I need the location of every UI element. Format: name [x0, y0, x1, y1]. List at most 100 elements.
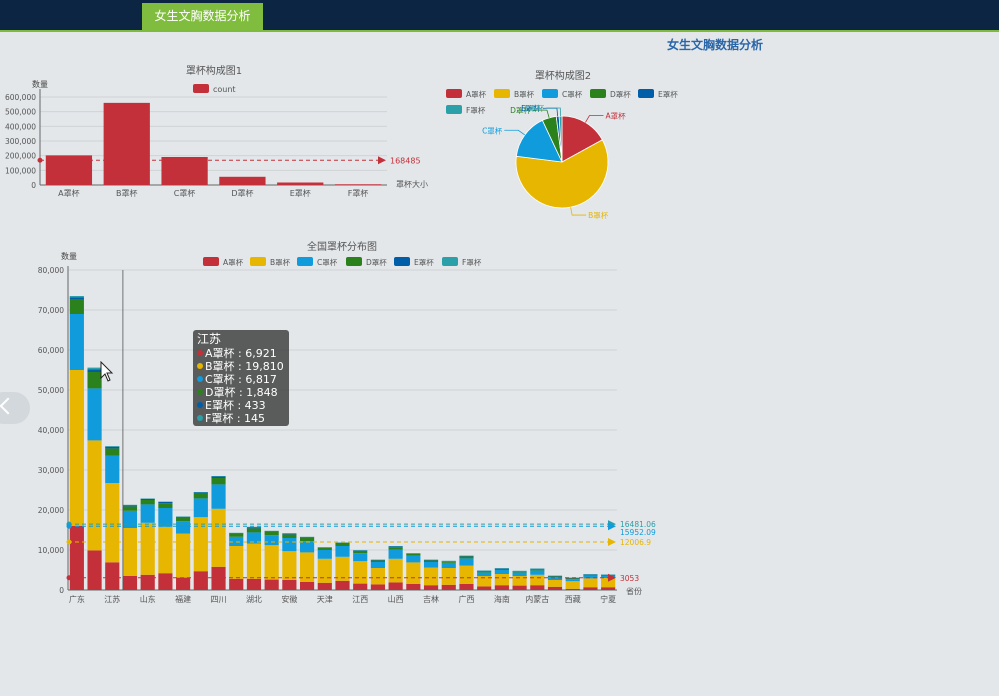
stacked-bar-segment: [477, 586, 492, 590]
mark-line-arrow: [608, 537, 616, 546]
stacked-bar-segment: [494, 568, 509, 570]
stacked-bar-segment: [317, 582, 332, 590]
stacked-bar-segment: [547, 580, 563, 587]
stacked-bar-segment: [565, 581, 580, 589]
stacked-bar-segment: [229, 546, 244, 579]
legend-label: count: [213, 85, 236, 94]
mark-line-arrow: [608, 573, 616, 582]
stacked-bar-segment: [105, 446, 120, 447]
stacked-bar-segment: [565, 588, 580, 590]
stacked-bar-segment: [547, 586, 563, 590]
stacked-bar-segment: [388, 547, 403, 550]
stacked-bar-segment: [69, 297, 84, 300]
stacked-bar-segment: [140, 504, 155, 523]
pie-label-line: [504, 129, 526, 136]
bar: [103, 102, 150, 185]
stacked-bar-segment: [459, 556, 474, 559]
pie-slice: [515, 139, 609, 209]
pie-slice-label: E罩杯: [521, 103, 541, 113]
y-axis-label: 数量: [32, 79, 48, 89]
x-tick-label: 内蒙古: [525, 594, 549, 604]
stacked-bar-segment: [211, 478, 226, 485]
stacked-bar-segment: [583, 587, 598, 590]
x-tick-label: A罩杯: [58, 188, 79, 198]
stacked-bar-segment: [353, 550, 368, 554]
pie-label-line: [585, 115, 604, 123]
mark-line-start: [37, 157, 43, 163]
legend-swatch: [203, 257, 219, 266]
tooltip-row-text: B罩杯 : 19,810: [205, 360, 284, 373]
stacked-bar-segment: [565, 579, 580, 582]
stacked-bar-segment: [105, 448, 120, 456]
bar: [334, 184, 382, 185]
stacked-bar-segment: [353, 561, 368, 584]
stacked-bar-segment: [512, 576, 527, 586]
legend-swatch: [346, 257, 362, 266]
stacked-bar-segment: [246, 528, 262, 533]
chevron-left-icon: [0, 397, 17, 415]
stacked-bar-segment: [229, 533, 244, 534]
legend-swatch: [446, 105, 462, 114]
stacked-bar-segment: [87, 367, 102, 370]
mark-line-start: [66, 539, 72, 545]
tooltip-row-a: A罩杯 : 6,921: [197, 347, 285, 360]
legend-dot-icon: [197, 376, 203, 382]
y-tick-label: 40,000: [38, 426, 64, 435]
stacked-bar-segment: [494, 585, 509, 590]
legend-label: D罩杯: [610, 89, 631, 99]
chart-title: 全国罩杯分布图: [307, 240, 377, 253]
tooltip-row-d: D罩杯 : 1,848: [197, 386, 285, 399]
y-tick-label: 30,000: [38, 466, 64, 475]
stacked-bar-segment: [388, 582, 403, 590]
mark-line-arrow: [378, 156, 386, 165]
stacked-bar-segment: [512, 572, 527, 576]
x-tick-label: 福建: [175, 594, 191, 604]
stacked-bar-segment: [211, 476, 226, 478]
page-title: 女生文胸数据分析: [666, 38, 763, 52]
mark-line-start: [66, 523, 72, 529]
legend-swatch: [446, 89, 462, 98]
stacked-bar-segment: [176, 577, 191, 590]
stacked-bar-segment: [122, 506, 138, 511]
x-tick-label: 四川: [211, 595, 227, 604]
stacked-bar-segment: [459, 584, 474, 590]
x-tick-label: 海南: [494, 594, 510, 604]
stacked-bar-segment: [494, 570, 509, 574]
stacked-bar-segment: [264, 545, 279, 580]
stacked-bar-segment: [406, 555, 421, 563]
stacked-bar-segment: [105, 562, 120, 590]
stacked-bar-segment: [193, 517, 208, 572]
mark-line-label: 15952.09: [620, 528, 656, 537]
stacked-bar-segment: [122, 510, 138, 528]
tab-bra-data-analysis[interactable]: 女生文胸数据分析: [142, 3, 263, 30]
x-tick-label: 吉林: [423, 594, 439, 604]
stacked-bar-segment: [282, 534, 297, 538]
legend-label: F罩杯: [462, 257, 482, 267]
stacked-bar-segment: [193, 492, 208, 494]
stacked-bar-segment: [176, 516, 191, 518]
stacked-bar-segment: [282, 533, 297, 535]
stacked-bar-segment: [176, 521, 191, 534]
stacked-bar-segment: [140, 522, 155, 575]
stacked-bar-segment: [299, 582, 315, 590]
stacked-bar-segment: [299, 541, 315, 553]
legend-dot-icon: [197, 363, 203, 369]
mouse-pointer-icon: [100, 361, 114, 382]
pie-slice-label: D罩杯: [510, 105, 531, 115]
bar: [219, 176, 266, 185]
stacked-bar-segment: [565, 578, 580, 580]
x-axis-label: 罩杯大小: [396, 179, 428, 189]
tooltip-row-f: F罩杯 : 145: [197, 412, 285, 425]
stacked-bar-segment: [335, 580, 350, 590]
stacked-bar-segment: [193, 571, 208, 590]
tooltip-row-text: F罩杯 : 145: [205, 412, 266, 425]
stacked-bar-segment: [105, 483, 120, 563]
stacked-bar-segment: [317, 550, 332, 559]
stacked-bar-segment: [406, 554, 421, 556]
stacked-bar-segment: [335, 542, 350, 544]
stacked-bar-segment: [370, 560, 386, 562]
y-tick-label: 0: [59, 586, 64, 595]
prev-slide-button[interactable]: [0, 392, 30, 424]
pie-slice-label: C罩杯: [482, 125, 503, 135]
